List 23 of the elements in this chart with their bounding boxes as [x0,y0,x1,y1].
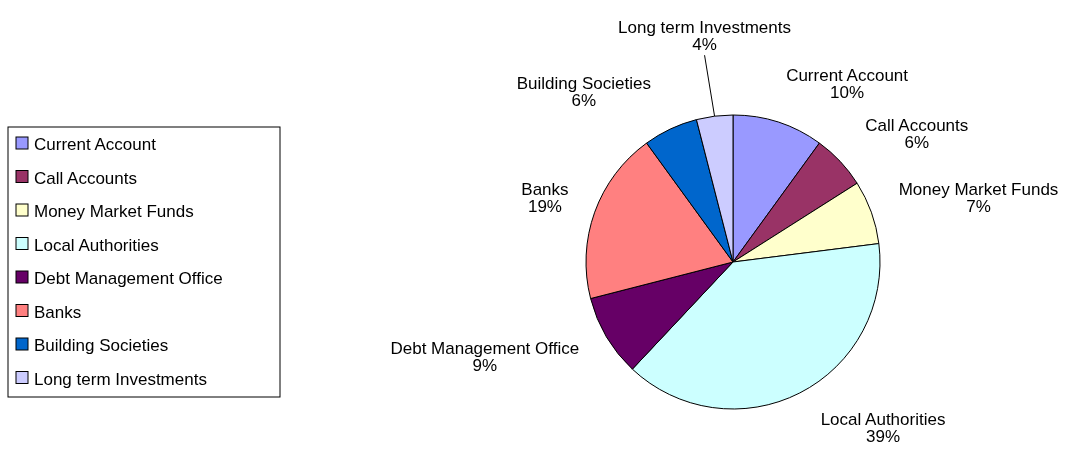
slice-label: Call Accounts [865,115,969,135]
slice-label: Debt Management Office [390,338,580,358]
slice-label: Current Account [786,65,909,85]
slice-label: Local Authorities [820,410,946,430]
data-label: 4% [692,35,717,55]
legend-label: Long term Investments [34,369,207,389]
data-label: 6% [904,132,930,152]
slice-label: Building Societies [516,74,651,94]
legend-label: Money Market Funds [34,202,194,221]
legend-label: Debt Management Office [34,269,223,288]
data-label: 19% [527,197,562,217]
data-label: 10% [830,82,865,102]
legend-label: Banks [34,302,82,322]
legend-label: Building Societies [34,336,169,355]
slice-label: Banks [521,180,569,200]
legend-label: Call Accounts [34,168,137,188]
slice-label: Money Market Funds [898,180,1059,200]
data-label: 6% [571,91,597,111]
slice-label: Long term Investments [618,18,792,38]
legend-label: Current Account [34,135,157,154]
data-label: 7% [966,197,991,217]
data-label: 39% [866,427,901,447]
legend-label: Local Authorities [34,235,159,255]
